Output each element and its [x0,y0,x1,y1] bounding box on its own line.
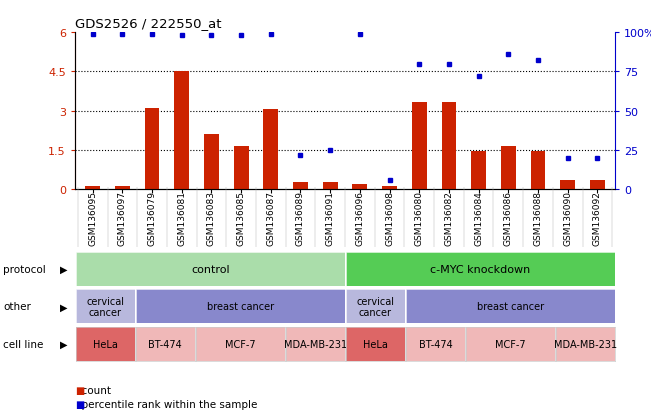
Text: ■: ■ [75,399,84,409]
Text: MDA-MB-231: MDA-MB-231 [284,339,347,349]
Bar [501,147,516,190]
Bar [85,186,100,190]
Text: cervical
cancer: cervical cancer [86,296,124,318]
Text: GSM136079: GSM136079 [148,191,156,246]
Text: control: control [191,264,230,275]
Text: other: other [3,301,31,312]
Text: GSM136096: GSM136096 [355,191,365,246]
Text: HeLa: HeLa [363,339,388,349]
Text: GSM136086: GSM136086 [504,191,513,246]
Text: GSM136098: GSM136098 [385,191,394,246]
Bar [382,186,397,190]
Text: GSM136097: GSM136097 [118,191,127,246]
Text: ▶: ▶ [60,264,68,275]
Text: ▶: ▶ [60,339,68,349]
Text: GSM136082: GSM136082 [445,191,454,246]
Bar [115,186,130,190]
Text: breast cancer: breast cancer [207,301,274,312]
Text: MDA-MB-231: MDA-MB-231 [554,339,617,349]
Text: GSM136085: GSM136085 [236,191,245,246]
Text: protocol: protocol [3,264,46,275]
Text: ▶: ▶ [60,301,68,312]
Text: GSM136089: GSM136089 [296,191,305,246]
Bar [145,109,159,190]
Bar [293,183,308,190]
Text: c-MYC knockdown: c-MYC knockdown [430,264,531,275]
Text: GSM136092: GSM136092 [593,191,602,246]
Text: GDS2526 / 222550_at: GDS2526 / 222550_at [75,17,221,29]
Text: BT-474: BT-474 [419,339,452,349]
Bar [471,152,486,190]
Text: GSM136091: GSM136091 [326,191,335,246]
Text: GSM136084: GSM136084 [474,191,483,246]
Text: GSM136080: GSM136080 [415,191,424,246]
Bar [264,110,278,190]
Bar [412,102,426,190]
Text: GSM136081: GSM136081 [177,191,186,246]
Bar [441,102,456,190]
Text: count: count [75,385,111,395]
Text: cell line: cell line [3,339,44,349]
Text: MCF-7: MCF-7 [495,339,526,349]
Bar [234,147,249,190]
Bar [590,181,605,190]
Bar [352,185,367,190]
Text: GSM136095: GSM136095 [88,191,97,246]
Text: percentile rank within the sample: percentile rank within the sample [75,399,257,409]
Text: GSM136090: GSM136090 [563,191,572,246]
Text: cervical
cancer: cervical cancer [356,296,395,318]
Text: GSM136083: GSM136083 [207,191,216,246]
Text: GSM136088: GSM136088 [534,191,542,246]
Bar [561,181,575,190]
Text: HeLa: HeLa [93,339,118,349]
Text: breast cancer: breast cancer [477,301,544,312]
Text: MCF-7: MCF-7 [225,339,256,349]
Text: BT-474: BT-474 [148,339,182,349]
Bar [323,183,338,190]
Bar [204,135,219,190]
Bar [531,152,546,190]
Text: GSM136087: GSM136087 [266,191,275,246]
Text: ■: ■ [75,385,84,395]
Bar [174,72,189,190]
